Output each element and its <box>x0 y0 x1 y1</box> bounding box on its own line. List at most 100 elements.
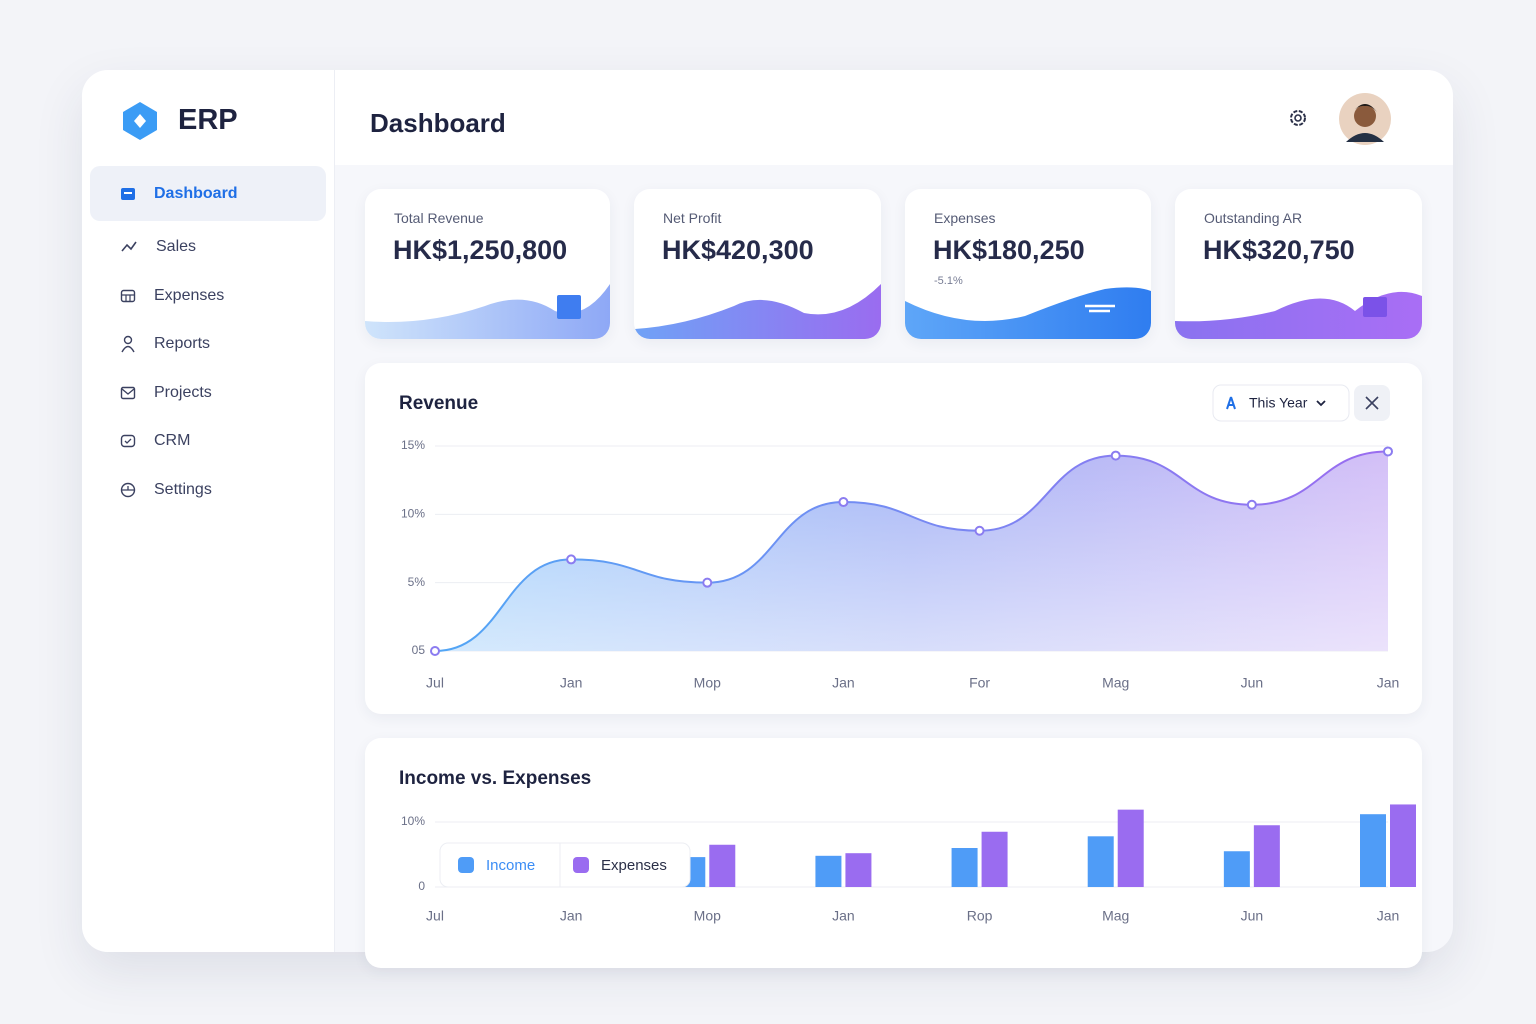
page-title: Dashboard <box>370 108 506 138</box>
data-point <box>702 577 713 588</box>
bar <box>1253 825 1280 887</box>
y-tick-label: 10% <box>401 507 425 521</box>
bar <box>1117 809 1144 887</box>
nav-icon <box>120 482 136 497</box>
stat-card: Outstanding AR HK$320,750 <box>1175 189 1422 339</box>
stat-wave <box>1175 291 1422 339</box>
brand-logo <box>123 102 157 140</box>
x-tick-label: Jul <box>426 908 444 924</box>
nav-item[interactable]: Projects <box>90 365 326 420</box>
revenue-chart: Revenue This Year 05 5% 10% 15% Jul Jan Mop Jan… <box>399 384 1400 691</box>
x-tick-label: Jan <box>832 675 855 691</box>
bar <box>709 844 736 887</box>
filter-icon <box>1226 396 1236 410</box>
x-tick-label: For <box>969 675 990 691</box>
legend <box>439 842 691 888</box>
chart-title: Income vs. Expenses <box>399 768 591 789</box>
nav-icon <box>121 187 135 200</box>
user-avatar[interactable] <box>1338 92 1392 146</box>
stat-card: Expenses HK$180,250 -5.1% <box>905 189 1151 339</box>
brand-name: ERP <box>178 104 238 136</box>
x-tick-label: Jan <box>1377 908 1400 924</box>
x-tick-label: Mag <box>1102 908 1129 924</box>
data-point <box>566 554 577 565</box>
sidebar: ERP Dashboard Sales Expenses Reports Pro… <box>82 70 335 952</box>
data-point <box>1383 446 1393 457</box>
x-tick-label: Jan <box>560 908 583 924</box>
chart-title: Revenue <box>399 393 478 414</box>
data-point <box>974 525 985 536</box>
income-chart: Income vs. Expenses 0 10% Jul Jan Mop Jan Rop M… <box>399 768 1416 924</box>
stat-wave <box>634 284 881 339</box>
x-tick-label: Mop <box>694 675 721 691</box>
x-tick-label: Mop <box>694 908 721 924</box>
stat-value: HK$320,750 <box>1203 235 1355 265</box>
legend-swatch <box>573 857 589 873</box>
bar <box>1390 804 1416 887</box>
bar <box>815 855 842 887</box>
stat-value: HK$180,250 <box>933 235 1085 265</box>
data-point <box>1110 450 1121 461</box>
bar <box>845 853 872 887</box>
y-tick-label: 0 <box>418 879 425 893</box>
bar <box>1223 851 1250 887</box>
stat-wave <box>365 284 610 339</box>
stat-label: Net Profit <box>663 210 722 226</box>
stat-label: Total Revenue <box>394 210 484 226</box>
x-tick-label: Mag <box>1102 675 1129 691</box>
nav-item[interactable]: Reports <box>90 316 326 371</box>
x-tick-label: Jan <box>1377 675 1400 691</box>
nav-icon <box>121 241 137 252</box>
x-tick-label: Rop <box>967 908 993 924</box>
header: Dashboard <box>335 70 1453 165</box>
stat-label: Outstanding AR <box>1204 210 1303 226</box>
settings-icon[interactable] <box>1286 106 1310 130</box>
bar <box>951 848 978 887</box>
close-icon <box>1365 396 1379 410</box>
legend-label[interactable]: Income <box>486 857 535 874</box>
nav-item[interactable]: CRM <box>90 413 326 468</box>
stat-card: Net Profit HK$420,300 <box>634 189 881 339</box>
y-tick-label: 5% <box>408 575 426 589</box>
nav-label: Reports <box>154 334 211 352</box>
nav-label: Dashboard <box>154 184 238 202</box>
stat-card: Total Revenue HK$1,250,800 <box>365 189 610 339</box>
y-tick-label: 05 <box>412 643 426 657</box>
y-tick-label: 15% <box>401 438 425 452</box>
bar <box>1360 814 1386 887</box>
nav-item[interactable]: Sales <box>90 219 326 274</box>
nav-label: Sales <box>156 237 197 255</box>
x-tick-label: Jun <box>1241 675 1264 691</box>
nav-icon <box>120 386 136 399</box>
legend-swatch <box>458 857 474 873</box>
legend-label[interactable]: Expenses <box>601 857 667 874</box>
stat-label: Expenses <box>934 210 996 226</box>
nav-label: Projects <box>154 383 212 401</box>
nav-item[interactable]: Dashboard <box>90 166 326 221</box>
x-tick-label: Jul <box>426 675 444 691</box>
nav-item[interactable]: Settings <box>90 462 326 517</box>
nav-label: CRM <box>154 431 191 449</box>
bar <box>1087 836 1114 887</box>
stat-value: HK$420,300 <box>662 235 814 265</box>
dropdown-caret <box>1316 400 1326 407</box>
nav-icon <box>120 289 136 302</box>
nav-label: Settings <box>154 480 212 498</box>
nav-label: Expenses <box>154 286 225 304</box>
filter-dropdown[interactable] <box>1212 384 1350 422</box>
revenue-card: Revenue This Year 05 5% 10% 15% Jul Jan Mop Jan… <box>365 363 1422 714</box>
nav-icon <box>121 335 135 352</box>
nav-icon <box>120 434 136 447</box>
x-tick-label: Jan <box>832 908 855 924</box>
filter-label[interactable]: This Year <box>1249 395 1308 411</box>
data-point <box>838 497 849 508</box>
stat-change: -5.1% <box>934 275 963 287</box>
stat-value: HK$1,250,800 <box>393 235 568 265</box>
y-tick-label: 10% <box>401 814 425 828</box>
data-point <box>1246 499 1257 510</box>
x-tick-label: Jun <box>1241 908 1264 924</box>
bar <box>981 831 1008 887</box>
nav-item[interactable]: Expenses <box>90 268 326 323</box>
data-point <box>430 646 440 656</box>
